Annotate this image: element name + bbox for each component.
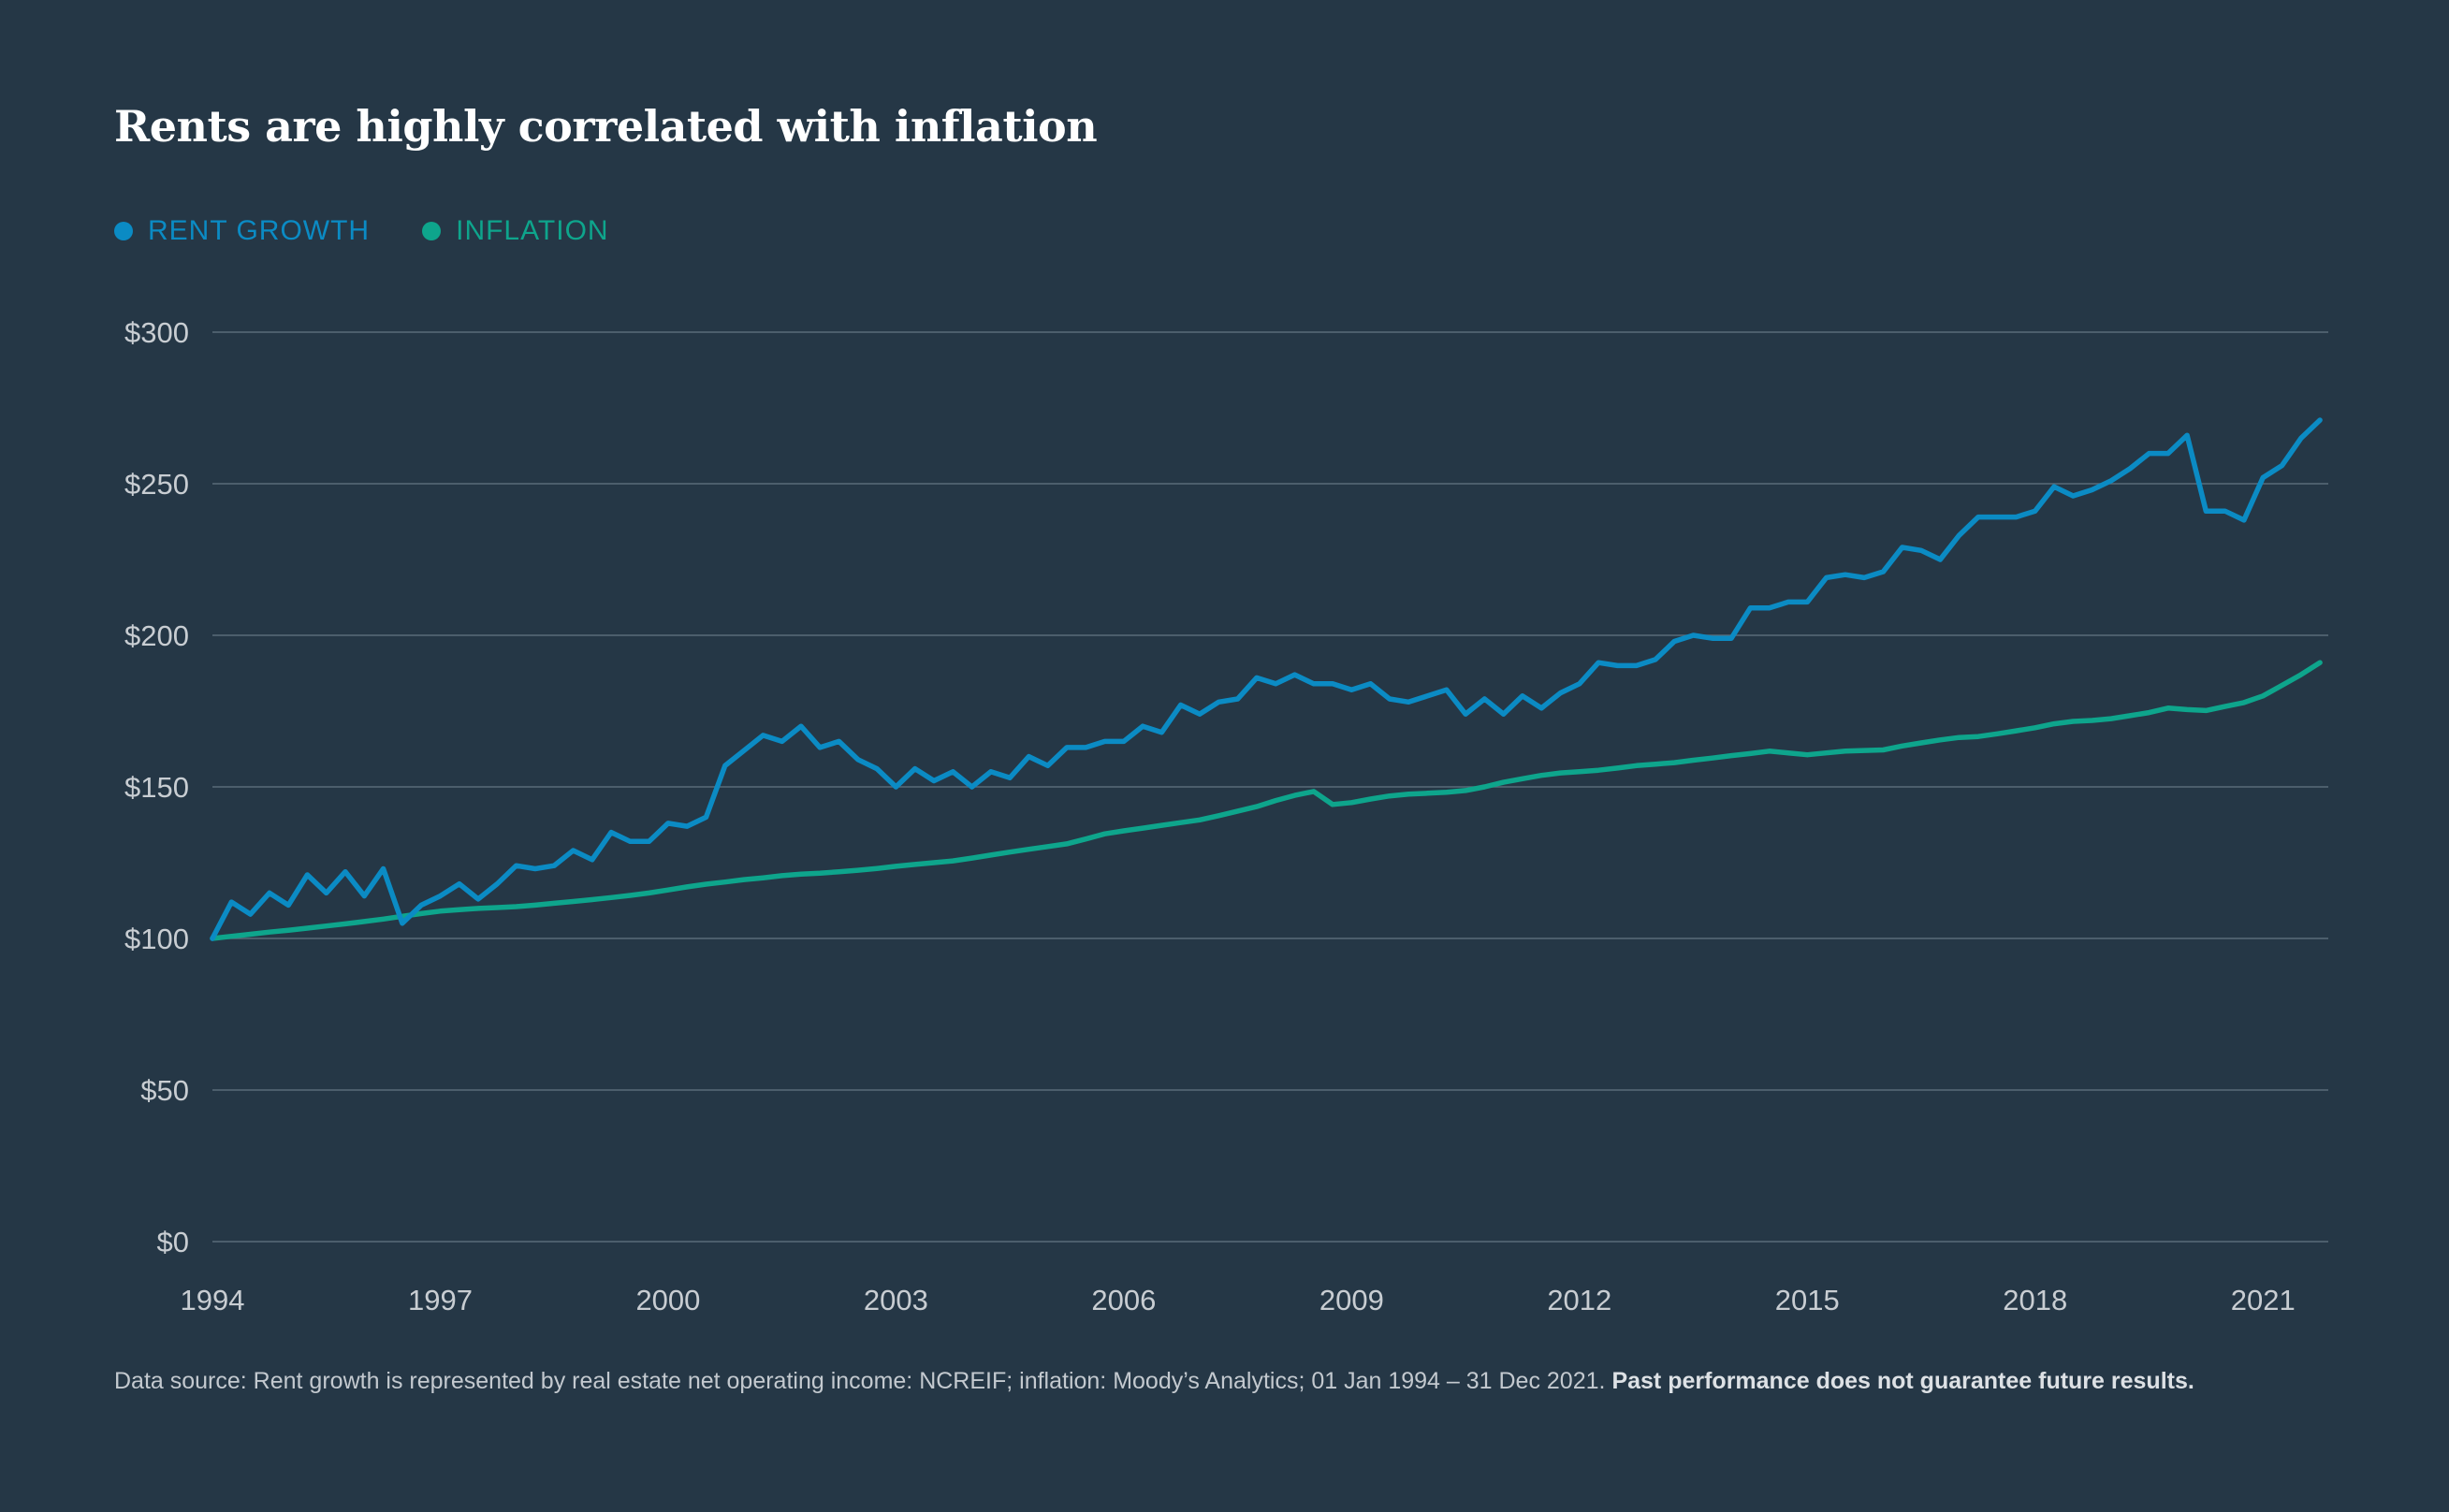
footnote: Data source: Rent growth is represented … [114,1368,2194,1395]
x-tick-label: 2018 [2003,1284,2067,1316]
rent-growth-line [210,417,2323,941]
footnote-source: Data source: Rent growth is represented … [114,1368,1606,1394]
x-tick-label: 1997 [408,1284,473,1316]
y-tick-label: $50 [140,1074,189,1107]
x-tick-label: 2006 [1091,1284,1156,1316]
x-tick-label: 1994 [181,1284,245,1316]
legend-label-rent-growth: RENT GROWTH [148,215,371,246]
inflation-legend-dot-icon [422,222,442,240]
rent-growth-legend-dot-icon [114,222,133,240]
y-tick-label: $150 [124,771,189,804]
x-tick-label: 2012 [1547,1284,1611,1316]
y-tick-label: $100 [124,923,189,955]
x-tick-label: 2009 [1319,1284,1384,1316]
legend-item-inflation: INFLATION [422,215,608,247]
y-tick-label: $300 [124,316,189,349]
x-tick-label: 2021 [2231,1284,2296,1316]
legend-label-inflation: INFLATION [456,215,609,246]
footnote-disclaimer: Past performance does not guarantee futu… [1611,1368,2194,1394]
x-tick-label: 2003 [864,1284,928,1316]
chart-legend: RENT GROWTH INFLATION [114,215,609,247]
y-tick-label: $0 [157,1226,189,1258]
x-tick-label: 2000 [635,1284,700,1316]
legend-item-rent-growth: RENT GROWTH [114,215,370,247]
inflation-line [210,660,2323,941]
y-tick-label: $250 [124,468,189,501]
chart-title: Rents are highly correlated with inflati… [114,101,1098,152]
x-tick-label: 2015 [1775,1284,1840,1316]
y-tick-label: $200 [124,619,189,652]
